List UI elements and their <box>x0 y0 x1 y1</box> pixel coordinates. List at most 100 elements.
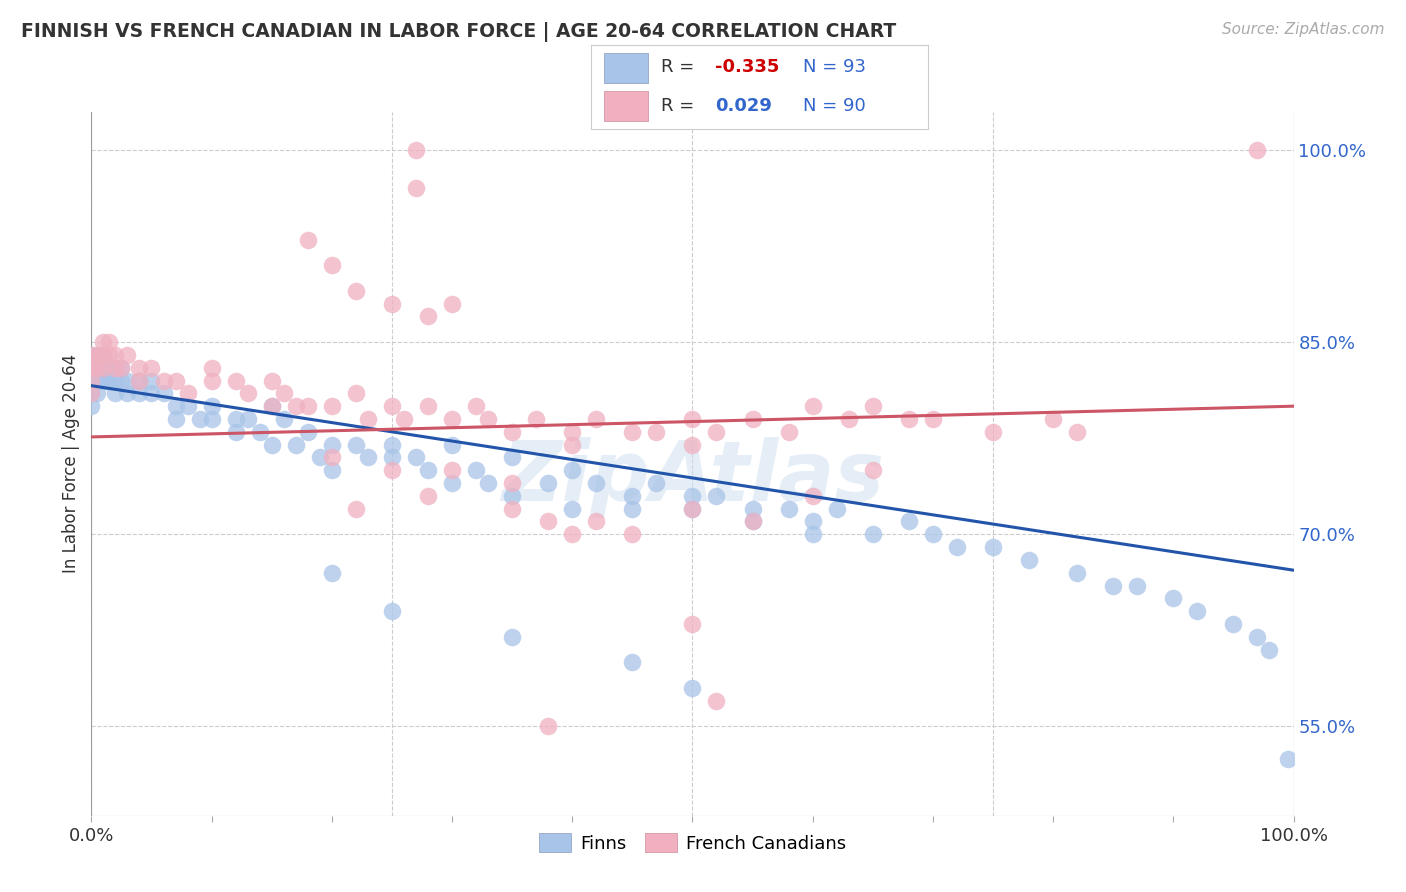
Point <box>80 374 103 388</box>
Point <box>117 386 139 401</box>
Point <box>405 450 427 465</box>
Point <box>1187 604 1209 618</box>
Point <box>344 386 367 401</box>
Point <box>117 348 139 362</box>
Point <box>284 437 307 451</box>
Point <box>104 348 127 362</box>
Point <box>501 630 523 644</box>
Point <box>225 412 247 426</box>
Bar <box>605 54 648 83</box>
Point <box>321 258 343 272</box>
Point <box>681 412 703 426</box>
Point <box>862 527 884 541</box>
Point <box>681 501 703 516</box>
Point <box>778 501 800 516</box>
Point <box>405 181 427 195</box>
Y-axis label: In Labor Force | Age 20-64: In Labor Force | Age 20-64 <box>62 354 80 574</box>
Point <box>981 540 1004 554</box>
Point <box>86 374 108 388</box>
Point <box>537 719 560 733</box>
Point <box>501 476 523 491</box>
Point <box>357 450 380 465</box>
Point <box>128 374 150 388</box>
Point <box>104 360 127 375</box>
Point <box>946 540 969 554</box>
Point <box>98 374 121 388</box>
Point <box>93 335 115 350</box>
Point <box>86 360 108 375</box>
Point <box>321 463 343 477</box>
Point <box>321 450 343 465</box>
Point <box>922 412 945 426</box>
Point <box>862 399 884 413</box>
Point <box>465 399 488 413</box>
Point <box>465 463 488 477</box>
Point <box>537 515 560 529</box>
Point <box>308 450 330 465</box>
Point <box>297 425 319 439</box>
Point <box>477 476 499 491</box>
Point <box>1258 642 1281 657</box>
Point <box>80 360 103 375</box>
Point <box>104 374 127 388</box>
Point <box>1018 553 1040 567</box>
Point <box>98 360 121 375</box>
Text: R =: R = <box>661 96 700 114</box>
Point <box>93 348 115 362</box>
Point <box>801 489 824 503</box>
Point <box>440 437 463 451</box>
Point <box>98 348 121 362</box>
Point <box>801 527 824 541</box>
Point <box>621 527 644 541</box>
Point <box>381 437 404 451</box>
Point <box>80 348 103 362</box>
Point <box>1042 412 1064 426</box>
Text: Source: ZipAtlas.com: Source: ZipAtlas.com <box>1222 22 1385 37</box>
Point <box>440 463 463 477</box>
Point <box>621 656 644 670</box>
Point <box>585 476 607 491</box>
Point <box>1277 751 1299 765</box>
Point <box>165 374 187 388</box>
Point <box>416 489 439 503</box>
Point <box>260 399 283 413</box>
Point <box>260 374 283 388</box>
Point <box>152 374 174 388</box>
Point <box>381 604 404 618</box>
Point <box>94 374 117 388</box>
Point <box>141 360 163 375</box>
Point <box>681 489 703 503</box>
Point <box>104 360 127 375</box>
Point <box>176 399 198 413</box>
Point <box>201 412 224 426</box>
Point <box>585 515 607 529</box>
Point <box>561 425 583 439</box>
Point <box>110 360 132 375</box>
Point <box>93 348 115 362</box>
Point <box>778 425 800 439</box>
Point <box>141 386 163 401</box>
Point <box>681 437 703 451</box>
Point <box>225 425 247 439</box>
Text: FINNISH VS FRENCH CANADIAN IN LABOR FORCE | AGE 20-64 CORRELATION CHART: FINNISH VS FRENCH CANADIAN IN LABOR FORC… <box>21 22 897 42</box>
Point <box>416 463 439 477</box>
Point <box>981 425 1004 439</box>
Bar <box>605 91 648 120</box>
Point <box>741 412 763 426</box>
Point <box>128 374 150 388</box>
Point <box>225 374 247 388</box>
Point <box>86 348 108 362</box>
Point <box>90 360 112 375</box>
Point <box>128 360 150 375</box>
Point <box>621 489 644 503</box>
Point <box>838 412 860 426</box>
Point <box>741 501 763 516</box>
Point <box>321 566 343 580</box>
Text: N = 90: N = 90 <box>803 96 866 114</box>
Point <box>1066 566 1088 580</box>
Point <box>741 515 763 529</box>
Text: ZipAtlas: ZipAtlas <box>501 437 884 518</box>
Point <box>440 412 463 426</box>
Point <box>381 463 404 477</box>
Point <box>681 501 703 516</box>
